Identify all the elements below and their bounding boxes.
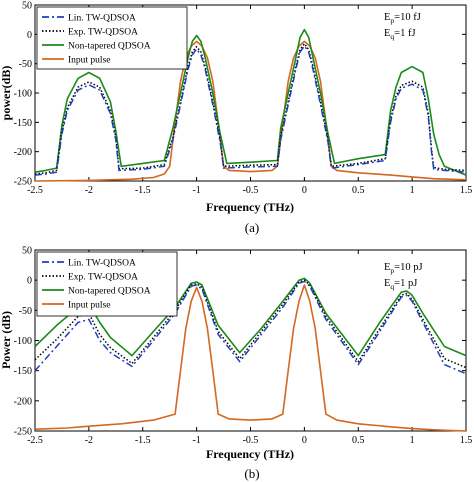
x-tick-label: -2: [85, 185, 93, 196]
legend-entry: Non-tapered QDSOA: [68, 42, 151, 52]
legend-entry: Input pulse: [68, 56, 110, 66]
x-tick-label: -0.5: [243, 435, 259, 446]
legend-entry: Lin. TW-QDSOA: [68, 14, 136, 24]
x-tick-label: 0.5: [352, 185, 365, 196]
series-line-0: [34, 45, 467, 176]
y-tick-label: -50: [19, 59, 32, 70]
figure-caption-a: (a): [245, 220, 259, 235]
x-tick-label: 1.5: [460, 435, 473, 446]
y-axis-label: power(dB): [0, 66, 13, 121]
x-tick-label: 0: [302, 185, 307, 196]
plot-lines: [34, 277, 467, 432]
plot-lines: [34, 28, 467, 182]
y-tick-label: -250: [14, 177, 32, 188]
legend-entry: Exp. TW-QDSOA: [68, 273, 138, 283]
x-axis-label: Frequency (THz): [206, 447, 294, 461]
x-tick-label: -2.5: [27, 185, 43, 196]
y-axis-label: Power (dB): [0, 311, 13, 369]
axis-ticks: -2.5 -2 -1.5 -1 -0.5 0 0.5 1 1.5 50 0 -50 -100 -150 -2…: [14, 1, 473, 197]
x-tick-label: 1: [410, 435, 415, 446]
legend-entry: Lin. TW-QDSOA: [68, 259, 136, 269]
y-tick-label: 50: [22, 1, 32, 12]
y-tick-label: -100: [14, 336, 32, 347]
y-tick-label: -200: [14, 147, 32, 158]
x-tick-label: -2.5: [27, 435, 43, 446]
x-tick-label: 1.5: [460, 185, 473, 196]
x-tick-label: -2: [85, 435, 93, 446]
energy-label-eq: Eq=1 fJ: [384, 28, 416, 41]
chart-panel-b: -2.5 -2 -1.5 -1 -0.5 0 0.5 1 1.5 50 0 -50 -100 -150 -2…: [0, 246, 472, 482]
x-axis-label: Frequency (THz): [206, 200, 294, 214]
x-tick-label: -1: [192, 185, 200, 196]
x-tick-label: -0.5: [243, 185, 259, 196]
y-tick-label: 50: [22, 246, 32, 257]
series-line-3: [34, 40, 467, 182]
y-tick-label: -150: [14, 118, 32, 129]
figure-caption-b: (b): [244, 466, 259, 481]
y-tick-label: -50: [19, 306, 32, 317]
series-line-1: [34, 42, 467, 175]
y-tick-label: -200: [14, 396, 32, 407]
y-tick-label: 0: [27, 30, 32, 41]
legend: Lin. TW-QDSOA Exp. TW-QDSOA Non-tapered QD…: [36, 251, 178, 317]
x-tick-label: 1: [410, 185, 415, 196]
series-line-2: [34, 277, 467, 357]
axis-ticks: -2.5 -2 -1.5 -1 -0.5 0 0.5 1 1.5 50 0 -50 -100 -150 -2…: [14, 246, 473, 447]
y-tick-label: -150: [14, 366, 32, 377]
y-tick-label: -100: [14, 89, 32, 100]
series-line-3: [34, 284, 467, 432]
y-tick-label: -250: [14, 427, 32, 438]
energy-annotation: Ep=10 fJ Eq=1 fJ: [384, 12, 421, 41]
x-tick-label: 0: [302, 435, 307, 446]
x-tick-label: 0.5: [352, 435, 365, 446]
series-line-2: [34, 28, 467, 176]
energy-label-ep: Ep=10 pJ: [384, 262, 423, 275]
legend-entry: Input pulse: [68, 301, 110, 311]
y-tick-label: 0: [27, 276, 32, 287]
series-line-0: [34, 280, 467, 375]
energy-label-ep: Ep=10 fJ: [384, 12, 421, 25]
chart-panel-a: -2.5 -2 -1.5 -1 -0.5 0 0.5 1 1.5 50 0 -50 -100 -150 -2…: [0, 1, 472, 236]
energy-annotation: Ep=10 pJ Eq=1 pJ: [384, 262, 423, 291]
x-tick-label: -1: [192, 435, 200, 446]
energy-label-eq: Eq=1 pJ: [384, 278, 417, 291]
legend: Lin. TW-QDSOA Exp. TW-QDSOA Non-tapered QD…: [36, 6, 188, 70]
x-tick-label: -1.5: [135, 185, 151, 196]
legend-entry: Non-tapered QDSOA: [68, 287, 151, 297]
legend-entry: Exp. TW-QDSOA: [68, 28, 138, 38]
x-tick-label: -1.5: [135, 435, 151, 446]
